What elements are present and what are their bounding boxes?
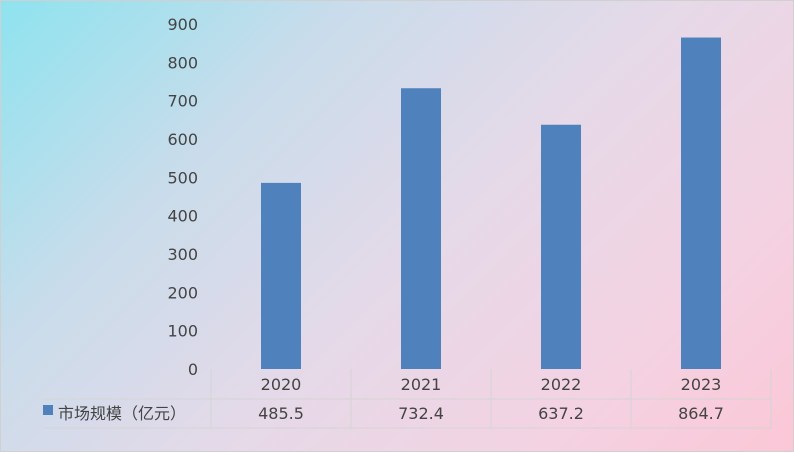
legend-swatch <box>43 405 53 415</box>
y-tick-label: 900 <box>167 15 198 34</box>
data-table-value: 637.2 <box>538 404 584 423</box>
bar <box>261 182 301 369</box>
legend-label: 市场规模（亿元） <box>58 404 186 423</box>
data-table-value: 864.7 <box>678 404 724 423</box>
bars <box>261 37 721 370</box>
bar <box>401 88 441 369</box>
y-tick-label: 100 <box>167 322 198 341</box>
y-tick-label: 400 <box>167 207 198 226</box>
data-table-value: 485.5 <box>258 404 304 423</box>
x-category-label: 2023 <box>681 375 722 394</box>
bar <box>681 37 721 369</box>
x-category-label: 2021 <box>401 375 442 394</box>
y-axis: 0 100 200 300 400 500 600 700 800 900 <box>167 15 198 379</box>
data-table: 2020 485.5 2021 732.4 2022 637.2 2023 864.7 <box>43 369 772 429</box>
legend: 市场规模（亿元） <box>43 404 186 423</box>
bar <box>541 124 581 370</box>
data-table-value: 732.4 <box>398 404 444 423</box>
y-tick-label: 300 <box>167 245 198 264</box>
x-category-label: 2020 <box>261 375 302 394</box>
y-tick-label: 500 <box>167 168 198 187</box>
y-tick-label: 700 <box>167 92 198 111</box>
y-tick-label: 0 <box>188 360 198 379</box>
x-category-label: 2022 <box>541 375 582 394</box>
y-tick-label: 800 <box>167 53 198 72</box>
y-tick-label: 200 <box>167 283 198 302</box>
y-tick-label: 600 <box>167 130 198 149</box>
